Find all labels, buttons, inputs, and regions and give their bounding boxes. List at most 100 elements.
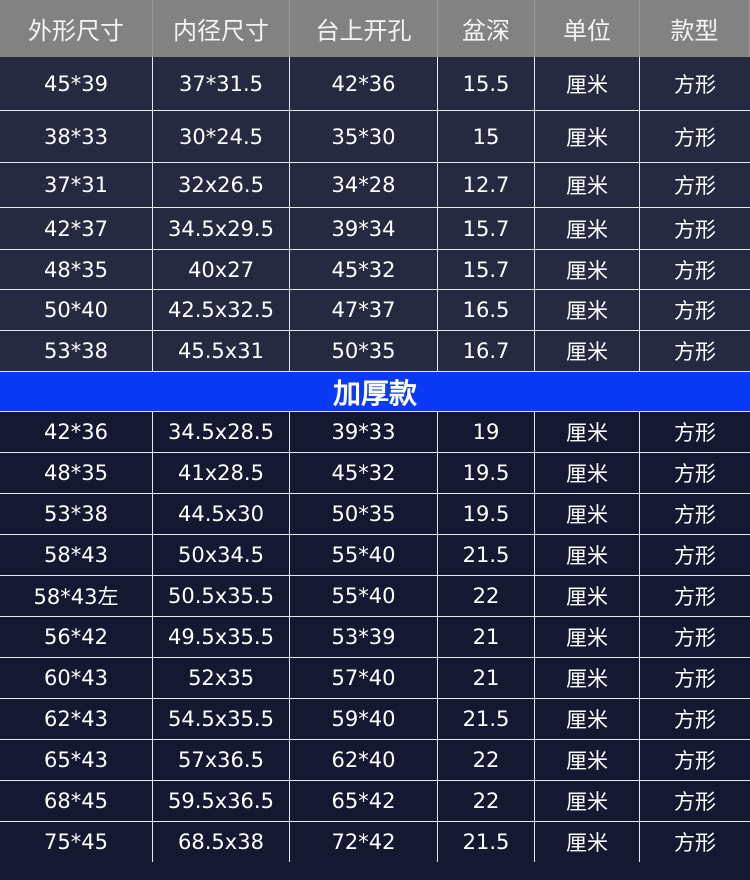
table-row: 42*37 34.5x29.5 39*34 15.7 厘米 方形 xyxy=(0,208,750,250)
table-cell: 15.5 xyxy=(438,57,535,110)
table-cell: 45*32 xyxy=(290,453,438,493)
table-cell: 方形 xyxy=(674,72,716,97)
column-header: 外形尺寸 xyxy=(0,0,153,57)
table-cell: 厘米 xyxy=(535,250,640,289)
table-cell: 厘米 xyxy=(535,290,640,330)
table-cell: 15.7 xyxy=(438,208,535,249)
table-cell: 48*35 xyxy=(0,453,153,493)
table-cell: 厘米 xyxy=(535,453,640,493)
table-cell: 57x36.5 xyxy=(153,740,290,780)
table-row: 60*43 52x35 57*40 21 厘米 方形 xyxy=(0,658,750,699)
table-cell: 16.7 xyxy=(438,331,535,371)
table-cell: 15.7 xyxy=(438,250,535,289)
table-cell: 37*31 xyxy=(0,163,153,207)
section-band: 加厚款 xyxy=(0,372,750,412)
table-cell: 方形 xyxy=(674,626,716,650)
table-cell: 42*37 xyxy=(0,208,153,249)
column-header: 内径尺寸 xyxy=(153,0,290,57)
table-cell: 方形 xyxy=(674,299,716,323)
table-row: 48*35 40x27 45*32 15.7 厘米 方形 xyxy=(0,250,750,290)
table-cell: 21 xyxy=(438,617,535,657)
table-cell: 12.7 xyxy=(438,163,535,207)
table-cell: 75*45 xyxy=(0,822,153,862)
table-cell: 45*39 xyxy=(0,57,153,110)
table-cell: 方形 xyxy=(674,421,716,445)
table-cell: 55*40 xyxy=(290,576,438,616)
table-cell: 21.5 xyxy=(438,699,535,739)
table-cell: 57*40 xyxy=(290,658,438,698)
table-cell: 59*40 xyxy=(290,699,438,739)
table-cell: 厘米 xyxy=(535,822,640,862)
table-cell: 厘米 xyxy=(535,208,640,249)
table-cell: 厘米 xyxy=(535,111,640,162)
table-cell: 厘米 xyxy=(535,617,640,657)
table-cell: 厘米 xyxy=(535,658,640,698)
table-cell: 34.5x29.5 xyxy=(153,208,290,249)
table-row: 48*35 41x28.5 45*32 19.5 厘米 方形 xyxy=(0,453,750,494)
table-cell: 厘米 xyxy=(535,163,640,207)
table-cell: 62*40 xyxy=(290,740,438,780)
table-row: 75*45 68.5x38 72*42 21.5 厘米 方形 xyxy=(0,822,750,863)
table-cell: 方形 xyxy=(674,585,716,609)
table-cell: 44.5x30 xyxy=(153,494,290,534)
table-cell: 厘米 xyxy=(535,57,640,110)
table-cell: 65*43 xyxy=(0,740,153,780)
section-title: 加厚款 xyxy=(332,376,417,410)
table-cell: 方形 xyxy=(674,125,716,150)
table-cell: 19 xyxy=(438,412,535,452)
table-cell: 52x35 xyxy=(153,658,290,698)
table-cell: 厘米 xyxy=(535,576,640,616)
table-cell: 42*36 xyxy=(0,412,153,452)
table-cell: 厘米 xyxy=(535,535,640,575)
table-cell: 厘米 xyxy=(535,494,640,534)
table-cell: 50*35 xyxy=(290,494,438,534)
table-cell: 50*40 xyxy=(0,290,153,330)
table-cell: 厘米 xyxy=(535,412,640,452)
table-row: 38*33 30*24.5 35*30 15 厘米 方形 xyxy=(0,111,750,163)
table-cell: 21.5 xyxy=(438,535,535,575)
table-cell: 方形 xyxy=(674,462,716,486)
table-cell: 22 xyxy=(438,740,535,780)
table-cell: 62*43 xyxy=(0,699,153,739)
table-cell: 41x28.5 xyxy=(153,453,290,493)
table-cell: 21 xyxy=(438,658,535,698)
table-cell: 38*33 xyxy=(0,111,153,162)
table-cell: 58*43左 xyxy=(0,576,153,616)
table-row: 62*43 54.5x35.5 59*40 21.5 厘米 方形 xyxy=(0,699,750,740)
table-cell: 32x26.5 xyxy=(153,163,290,207)
table-cell: 22 xyxy=(438,576,535,616)
table-cell: 方形 xyxy=(674,831,716,855)
table-row: 53*38 44.5x30 50*35 19.5 厘米 方形 xyxy=(0,494,750,535)
table-cell: 50x34.5 xyxy=(153,535,290,575)
table-header: 外形尺寸 内径尺寸 台上开孔 盆深 单位 款型 xyxy=(0,0,750,57)
table-cell: 54.5x35.5 xyxy=(153,699,290,739)
table-cell: 48*35 xyxy=(0,250,153,289)
table-cell: 50*35 xyxy=(290,331,438,371)
table-cell: 21.5 xyxy=(438,822,535,862)
table-cell: 56*42 xyxy=(0,617,153,657)
table-cell: 49.5x35.5 xyxy=(153,617,290,657)
table-cell: 53*38 xyxy=(0,331,153,371)
table-row: 56*42 49.5x35.5 53*39 21 厘米 方形 xyxy=(0,617,750,658)
table-cell: 72*42 xyxy=(290,822,438,862)
table-cell: 厘米 xyxy=(535,699,640,739)
table-cell: 68*45 xyxy=(0,781,153,821)
table-cell: 34*28 xyxy=(290,163,438,207)
table-cell: 19.5 xyxy=(438,494,535,534)
table-cell: 68.5x38 xyxy=(153,822,290,862)
table-row: 45*39 37*31.5 42*36 15.5 厘米 方形 xyxy=(0,57,750,111)
table-cell: 45.5x31 xyxy=(153,331,290,371)
table-cell: 19.5 xyxy=(438,453,535,493)
table-cell: 42.5x32.5 xyxy=(153,290,290,330)
table-cell: 42*36 xyxy=(290,57,438,110)
table-cell: 方形 xyxy=(674,174,716,198)
table-cell: 方形 xyxy=(674,790,716,814)
table-cell: 39*33 xyxy=(290,412,438,452)
table-cell: 方形 xyxy=(674,749,716,773)
table-cell: 厘米 xyxy=(535,781,640,821)
column-header: 盆深 xyxy=(438,0,535,57)
table-cell: 16.5 xyxy=(438,290,535,330)
table-cell: 方形 xyxy=(674,258,716,283)
table-cell: 53*39 xyxy=(290,617,438,657)
table-row: 37*31 32x26.5 34*28 12.7 厘米 方形 xyxy=(0,163,750,208)
